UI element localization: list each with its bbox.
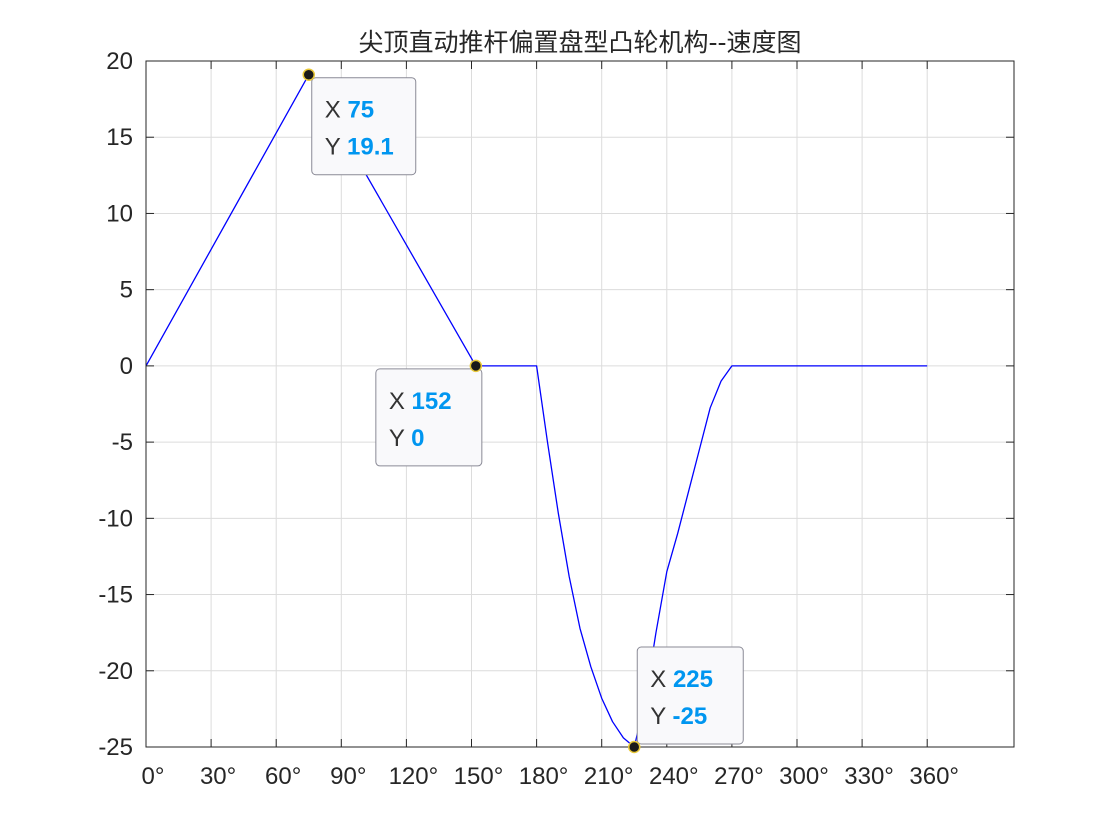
datatip-y-value: 0 <box>411 425 424 452</box>
x-tick-label: 240° <box>649 763 699 790</box>
datatip[interactable]: X 75Y 19.1 <box>311 77 417 176</box>
y-tick-label: -15 <box>98 582 133 609</box>
y-tick-label: 0 <box>120 353 133 380</box>
x-tick-label: 120° <box>389 763 439 790</box>
datatip-x-value: 152 <box>412 388 452 415</box>
y-tick-label: 10 <box>106 200 133 227</box>
x-tick-label: 300° <box>779 763 829 790</box>
datatip-marker[interactable] <box>628 740 641 754</box>
x-tick-label: 30° <box>200 763 236 790</box>
x-tick-label: 90° <box>330 763 366 790</box>
datatip-x-row: X 225 <box>650 666 713 693</box>
x-tick-label: 360° <box>909 763 959 790</box>
datatip-y-value: -25 <box>673 703 708 730</box>
datatip-y-key: Y <box>325 134 347 161</box>
datatip-box <box>311 77 417 176</box>
x-axis-ticks: 0° 30° 60° 90° 120° 150° 180° 210° 240° 270° 300° 3… <box>142 61 959 790</box>
datatip-y-key: Y <box>389 425 411 452</box>
axes-box <box>145 60 1015 748</box>
datatip-y-row: Y 19.1 <box>325 134 394 161</box>
y-tick-label: -5 <box>112 429 133 456</box>
series-layer <box>145 74 928 748</box>
datatip-x-value: 225 <box>673 666 713 693</box>
datatip-y-value: 19.1 <box>347 134 394 161</box>
x-tick-label: 180° <box>519 763 569 790</box>
y-tick-label: 15 <box>106 124 133 151</box>
datatip-marker[interactable] <box>302 68 315 81</box>
x-tick-label: 210° <box>584 763 634 790</box>
y-tick-label: 20 <box>106 48 133 75</box>
datatip-x-row: X 152 <box>389 388 452 415</box>
y-tick-label: 5 <box>120 277 133 304</box>
x-tick-label: 150° <box>454 763 504 790</box>
datatip-marker[interactable] <box>469 359 483 373</box>
x-tick-label: 330° <box>844 763 894 790</box>
y-tick-label: -25 <box>98 734 133 761</box>
y-tick-label: -20 <box>98 658 133 685</box>
chart-title: 尖顶直动推杆偏置盘型凸轮机构--速度图 <box>358 28 801 57</box>
datatip-x-row: X 75 <box>325 97 374 124</box>
y-axis-ticks: 20 15 10 5 0 -5 -10 -15 -20 -25 <box>98 48 1014 761</box>
datatip-box <box>375 368 483 467</box>
x-tick-label: 270° <box>714 763 764 790</box>
datatip-x-key: X <box>389 388 412 415</box>
x-tick-label: 60° <box>265 763 301 790</box>
datatip-x-key: X <box>650 666 673 693</box>
datatip-y-key: Y <box>650 703 672 730</box>
velocity-line <box>145 74 928 748</box>
datatip-x-value: 75 <box>347 97 374 124</box>
y-tick-label: -10 <box>98 505 133 532</box>
datatip-y-row: Y 0 <box>389 425 425 452</box>
datatip-x-key: X <box>325 97 348 124</box>
datatip-y-row: Y -25 <box>650 703 707 730</box>
datatip-box <box>636 646 744 745</box>
plot-area <box>146 61 1014 747</box>
x-tick-label: 0° <box>142 763 165 790</box>
